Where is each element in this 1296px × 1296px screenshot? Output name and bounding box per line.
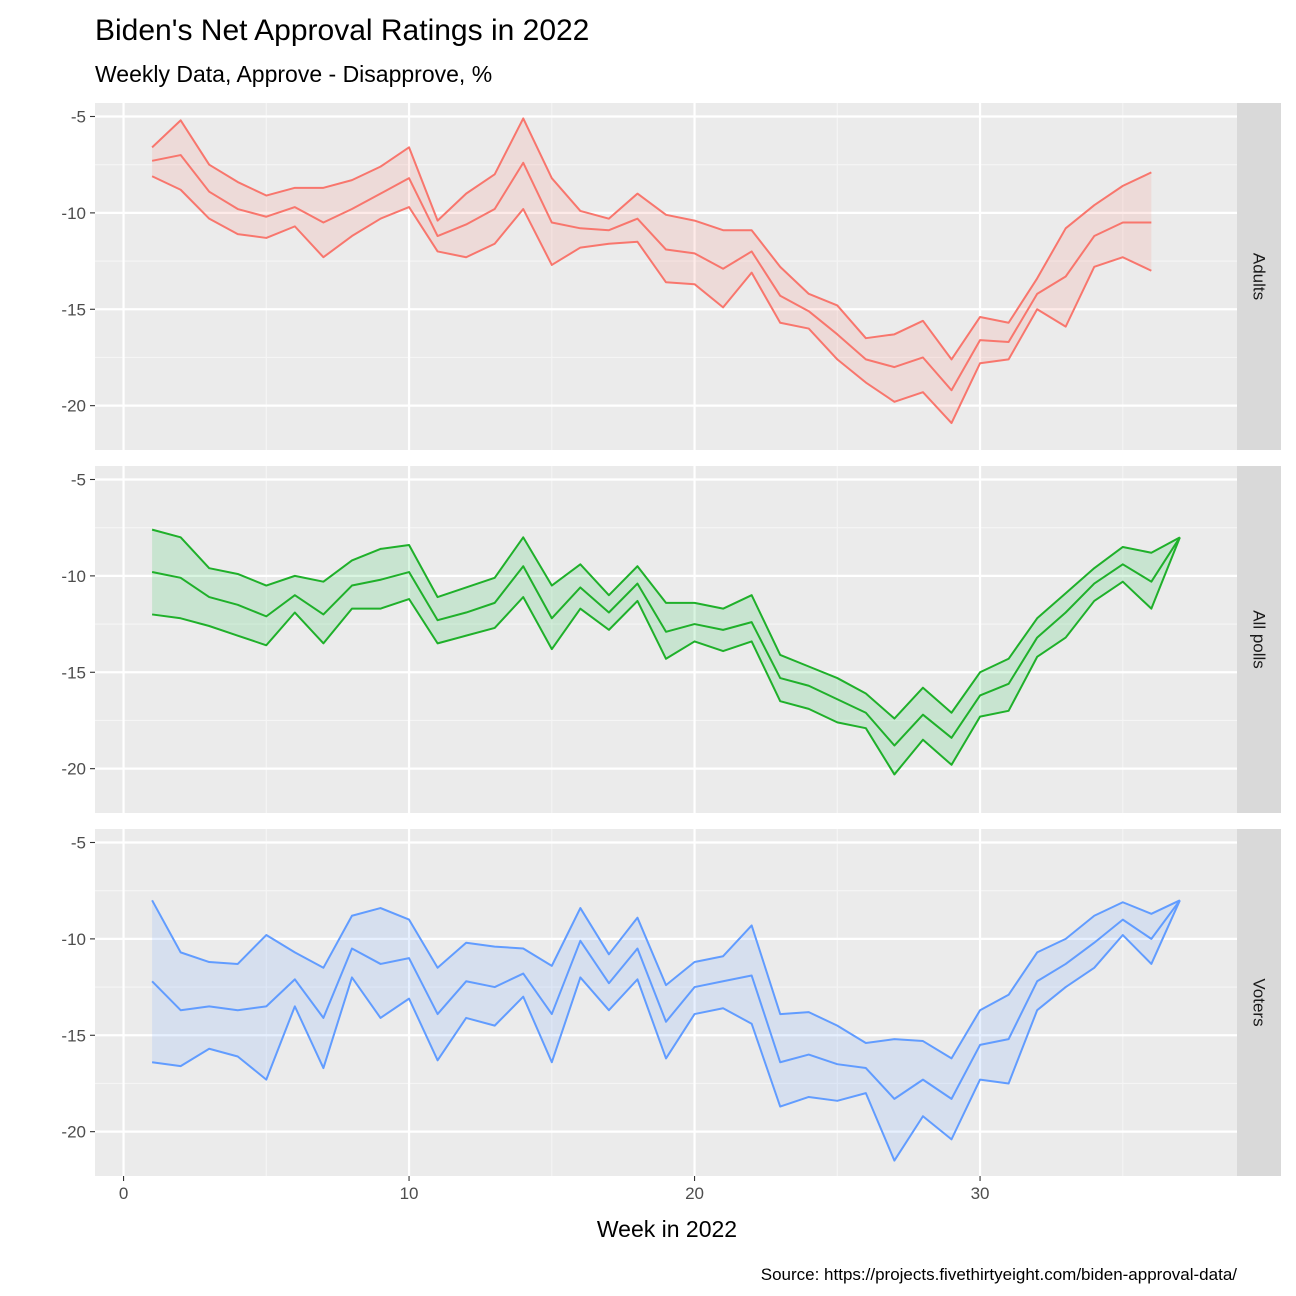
facet-strip-label: Adults xyxy=(1250,253,1269,300)
x-axis: 0 10 20 30 xyxy=(119,1176,990,1203)
panel-background xyxy=(95,466,1237,813)
y-tick-label: -20 xyxy=(61,1123,86,1142)
band-voters xyxy=(152,900,1180,1161)
series-line-all-polls-lower xyxy=(151,536,1181,776)
y-tick-label: -10 xyxy=(61,930,86,949)
x-axis-title: Week in 2022 xyxy=(597,1216,737,1242)
y-tick-label: -10 xyxy=(61,204,86,223)
y-tick-label: -20 xyxy=(61,397,86,416)
series-line-all-polls-mean xyxy=(151,536,1181,747)
facet-strip-label: All polls xyxy=(1250,610,1269,669)
y-tick-label: -15 xyxy=(61,1026,86,1045)
y-tick-label: -5 xyxy=(71,470,86,489)
x-tick-label: 30 xyxy=(971,1184,990,1203)
panel-background xyxy=(95,103,1237,450)
facet-strip-label: Voters xyxy=(1250,978,1269,1026)
x-tick-label: 10 xyxy=(400,1184,419,1203)
y-tick-label: -15 xyxy=(61,300,86,319)
y-tick-label: -10 xyxy=(61,567,86,586)
x-tick-label: 20 xyxy=(685,1184,704,1203)
y-tick-label: -15 xyxy=(61,663,86,682)
facet-strip xyxy=(1237,466,1281,813)
x-tick-label: 0 xyxy=(119,1184,128,1203)
panel-all-polls: -5 -10 -15 -20 All polls xyxy=(61,466,1281,813)
series-line-voters-mean xyxy=(151,899,1181,1100)
chart-title: Biden's Net Approval Ratings in 2022 xyxy=(95,14,589,47)
facet-strip xyxy=(1237,103,1281,450)
series-line-adults-mean xyxy=(151,154,1152,392)
y-tick-label: -5 xyxy=(71,107,86,126)
chart-subtitle: Weekly Data, Approve - Disapprove, % xyxy=(95,61,492,87)
panel-voters: -5 -10 -15 -20 Voters xyxy=(61,829,1281,1176)
source-caption: Source: https://projects.fivethirtyeight… xyxy=(761,1265,1238,1284)
series-line-all-polls-upper xyxy=(151,528,1181,720)
band-adults xyxy=(152,118,1152,424)
band-all-polls xyxy=(152,529,1180,775)
series-line-adults-lower xyxy=(151,175,1152,425)
y-tick-label: -5 xyxy=(71,833,86,852)
series-line-voters-upper xyxy=(151,899,1181,1060)
series-line-voters-lower xyxy=(151,899,1181,1162)
facet-strip xyxy=(1237,829,1281,1176)
y-tick-label: -20 xyxy=(61,760,86,779)
panel-adults: -5 -10 -15 -20 Adults xyxy=(61,103,1281,450)
series-line-adults-upper xyxy=(151,117,1152,361)
